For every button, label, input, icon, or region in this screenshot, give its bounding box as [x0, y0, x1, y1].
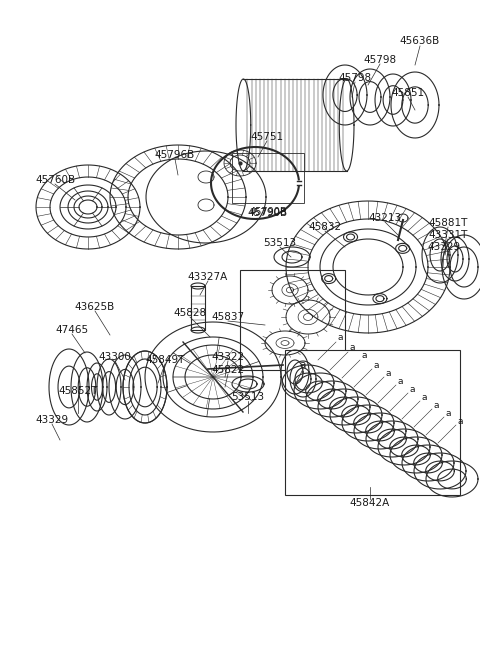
Bar	[232, 153, 304, 203]
Text: 53513: 53513	[231, 392, 264, 402]
Text: 45751: 45751	[251, 132, 284, 142]
Bar	[240, 270, 345, 370]
Text: a: a	[457, 417, 463, 426]
Text: 45760B: 45760B	[35, 175, 75, 185]
Text: 45790B: 45790B	[248, 208, 288, 218]
Text: 45798: 45798	[363, 55, 396, 65]
Text: 43213: 43213	[369, 213, 402, 223]
Text: 45851: 45851	[391, 88, 425, 98]
Text: 45837: 45837	[211, 312, 245, 322]
Bar	[191, 286, 205, 330]
Text: a: a	[409, 384, 415, 394]
Text: 43625B: 43625B	[75, 302, 115, 312]
Text: a: a	[445, 409, 451, 417]
Text: 43331T: 43331T	[428, 230, 468, 240]
Text: 45849T: 45849T	[145, 355, 185, 365]
Text: a: a	[385, 369, 391, 377]
Bar	[285, 350, 460, 495]
Text: 45636B: 45636B	[400, 36, 440, 46]
Text: 53513: 53513	[264, 238, 297, 248]
Text: a: a	[397, 377, 403, 386]
Text: 43322: 43322	[211, 352, 245, 362]
Text: 43300: 43300	[98, 352, 132, 362]
Text: 45822: 45822	[211, 365, 245, 375]
Text: a: a	[433, 400, 439, 409]
Text: a: a	[373, 360, 379, 369]
Text: 45790B: 45790B	[249, 207, 287, 217]
Text: 47465: 47465	[55, 325, 89, 335]
Text: 45832: 45832	[309, 222, 342, 232]
Text: a: a	[349, 343, 355, 352]
Text: 45796B: 45796B	[155, 150, 195, 160]
Text: 45852T: 45852T	[58, 386, 98, 396]
Text: a: a	[300, 360, 306, 370]
Text: 45842A: 45842A	[350, 498, 390, 508]
Text: 43327A: 43327A	[188, 272, 228, 282]
Text: 43329: 43329	[427, 242, 461, 252]
Text: 45828: 45828	[173, 308, 206, 318]
Text: a: a	[361, 352, 367, 360]
Text: a: a	[421, 392, 427, 402]
Text: 45881T: 45881T	[428, 218, 468, 228]
Text: 45798: 45798	[338, 73, 372, 83]
Text: 43329: 43329	[36, 415, 69, 425]
Text: a: a	[337, 333, 343, 343]
